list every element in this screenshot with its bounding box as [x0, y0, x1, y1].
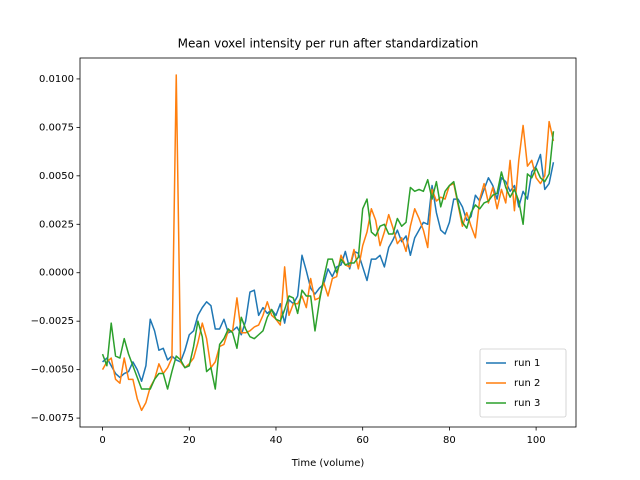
- legend-label: run 2: [514, 378, 540, 389]
- legend-label: run 3: [514, 398, 540, 409]
- plot-frame: [79, 57, 577, 428]
- chart-title: Mean voxel intensity per run after stand…: [178, 37, 479, 51]
- x-tick-label: 20: [183, 435, 196, 446]
- x-tick-label: 0: [99, 435, 105, 446]
- legend-box: [479, 348, 567, 418]
- x-axis-label: Time (volume): [291, 458, 365, 469]
- x-tick-label: 60: [356, 435, 369, 446]
- y-tick-label: −0.0050: [31, 365, 74, 376]
- y-tick-label: −0.0075: [31, 413, 74, 424]
- y-tick-label: −0.0025: [31, 316, 74, 327]
- x-tick-label: 80: [443, 435, 456, 446]
- y-tick-label: 0.0050: [39, 171, 74, 182]
- y-tick-label: 0.0025: [39, 219, 74, 230]
- legend-label: run 1: [514, 358, 540, 369]
- legend: run 1 run 2 run 3: [479, 348, 567, 418]
- x-tick-label: 40: [270, 435, 283, 446]
- x-tick-label: 100: [527, 435, 546, 446]
- y-tick-label: 0.0000: [39, 268, 74, 279]
- y-tick-label: 0.0100: [39, 74, 74, 85]
- series-line: [101, 131, 555, 390]
- y-tick-label: 0.0075: [39, 122, 74, 133]
- series-line: [102, 153, 555, 383]
- series-line: [101, 74, 555, 412]
